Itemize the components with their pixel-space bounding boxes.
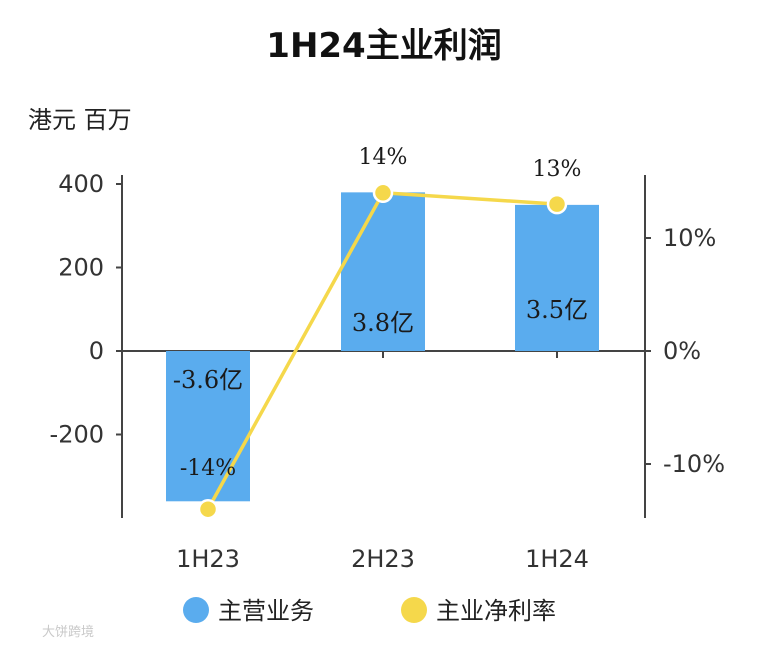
right-tick-label: 10% <box>663 224 716 252</box>
bars <box>166 192 599 502</box>
category-label: 2H23 <box>351 545 415 573</box>
category-label: 1H23 <box>176 545 240 573</box>
right-tick-label: 0% <box>663 337 701 365</box>
legend: 主营业务 主业净利率 <box>183 597 556 625</box>
rate-point <box>372 182 394 204</box>
rate-value-label: -14% <box>180 456 236 481</box>
rate-point <box>546 193 568 215</box>
left-axis-unit: 港元 百万 <box>28 106 132 134</box>
rate-point <box>197 498 219 520</box>
legend-swatch-main-business <box>183 597 209 623</box>
rate-value-label: 14% <box>359 145 408 170</box>
bar-value-label: 3.5亿 <box>526 296 588 324</box>
bar-value-label: -3.6亿 <box>173 366 243 394</box>
left-tick-label: 200 <box>58 254 104 282</box>
bar-value-label: 3.8亿 <box>352 309 414 337</box>
data-labels: -3.6亿 3.8亿 3.5亿 -14% 14% 13% <box>173 145 588 481</box>
left-tick-label: 0 <box>89 337 104 365</box>
rate-value-label: 13% <box>533 157 582 182</box>
category-label: 1H24 <box>525 545 589 573</box>
chart-title: 1H24主业利润 <box>266 26 501 66</box>
bar <box>515 204 599 351</box>
left-tick-label: -200 <box>50 421 104 449</box>
bar <box>341 192 425 351</box>
bar <box>166 351 250 502</box>
watermark: 大饼跨境 <box>42 625 94 640</box>
legend-label-net-margin: 主业净利率 <box>436 597 556 625</box>
rate-line <box>197 182 568 520</box>
legend-label-main-business: 主营业务 <box>218 597 314 625</box>
left-tick-label: 400 <box>58 170 104 198</box>
right-tick-label: -10% <box>663 450 725 478</box>
legend-swatch-net-margin <box>401 597 427 623</box>
